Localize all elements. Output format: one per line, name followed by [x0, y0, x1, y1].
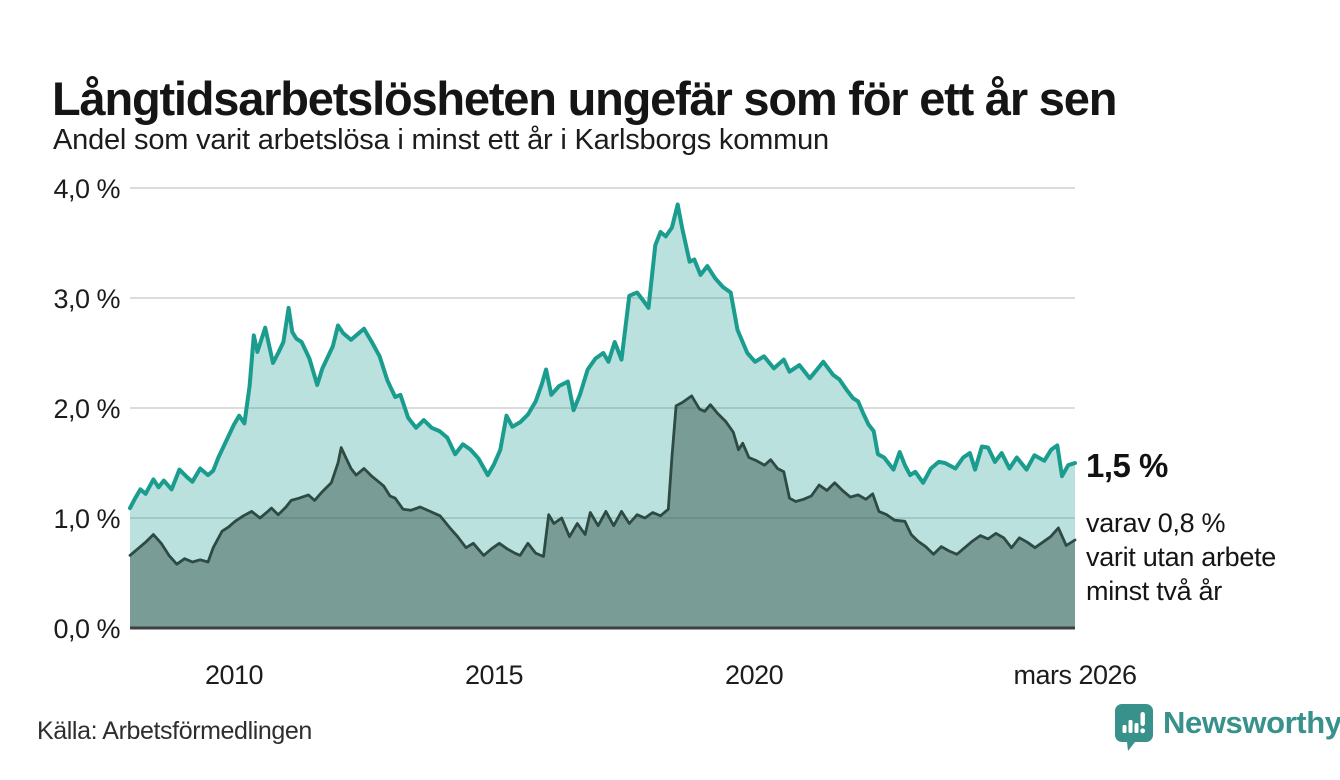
newsworthy-wordmark: Newsworthy	[1163, 705, 1340, 740]
x-axis-label: 2015	[465, 660, 524, 690]
y-axis-label: 3,0 %	[53, 284, 120, 314]
chart-subtitle: Andel som varit arbetslösa i minst ett å…	[53, 124, 829, 156]
x-axis-label: 2010	[204, 660, 264, 690]
series-note-line: minst två år	[1086, 576, 1222, 606]
x-axis-label: 2020	[725, 660, 784, 690]
newsworthy-logo: Newsworthy	[1113, 702, 1340, 752]
series-2yr-line	[128, 394, 1077, 566]
y-axis-label: 0,0 %	[53, 614, 120, 644]
series-note: varav 0,8 % varit utan arbete minst två …	[1086, 506, 1276, 608]
series-note-line: varit utan arbete	[1086, 542, 1277, 572]
y-axis-label: 4,0 %	[53, 174, 120, 204]
series-1yr-area	[130, 204, 1075, 628]
y-axis-label: 2,0 %	[53, 394, 120, 424]
series-note-line: varav 0,8 %	[1086, 508, 1226, 538]
latest-value-label: 1,5 %	[1086, 447, 1168, 484]
series-1yr-line	[128, 202, 1077, 511]
x-axis-label: mars 2026	[1013, 660, 1137, 690]
series-2yr-area	[130, 395, 1075, 628]
y-axis-label: 1,0 %	[53, 504, 120, 534]
source-caption: Källa: Arbetsförmedlingen	[37, 717, 312, 745]
newsworthy-logo-icon	[1115, 704, 1153, 751]
chart-title: Långtidsarbetslösheten ungefär som för e…	[52, 72, 1117, 126]
